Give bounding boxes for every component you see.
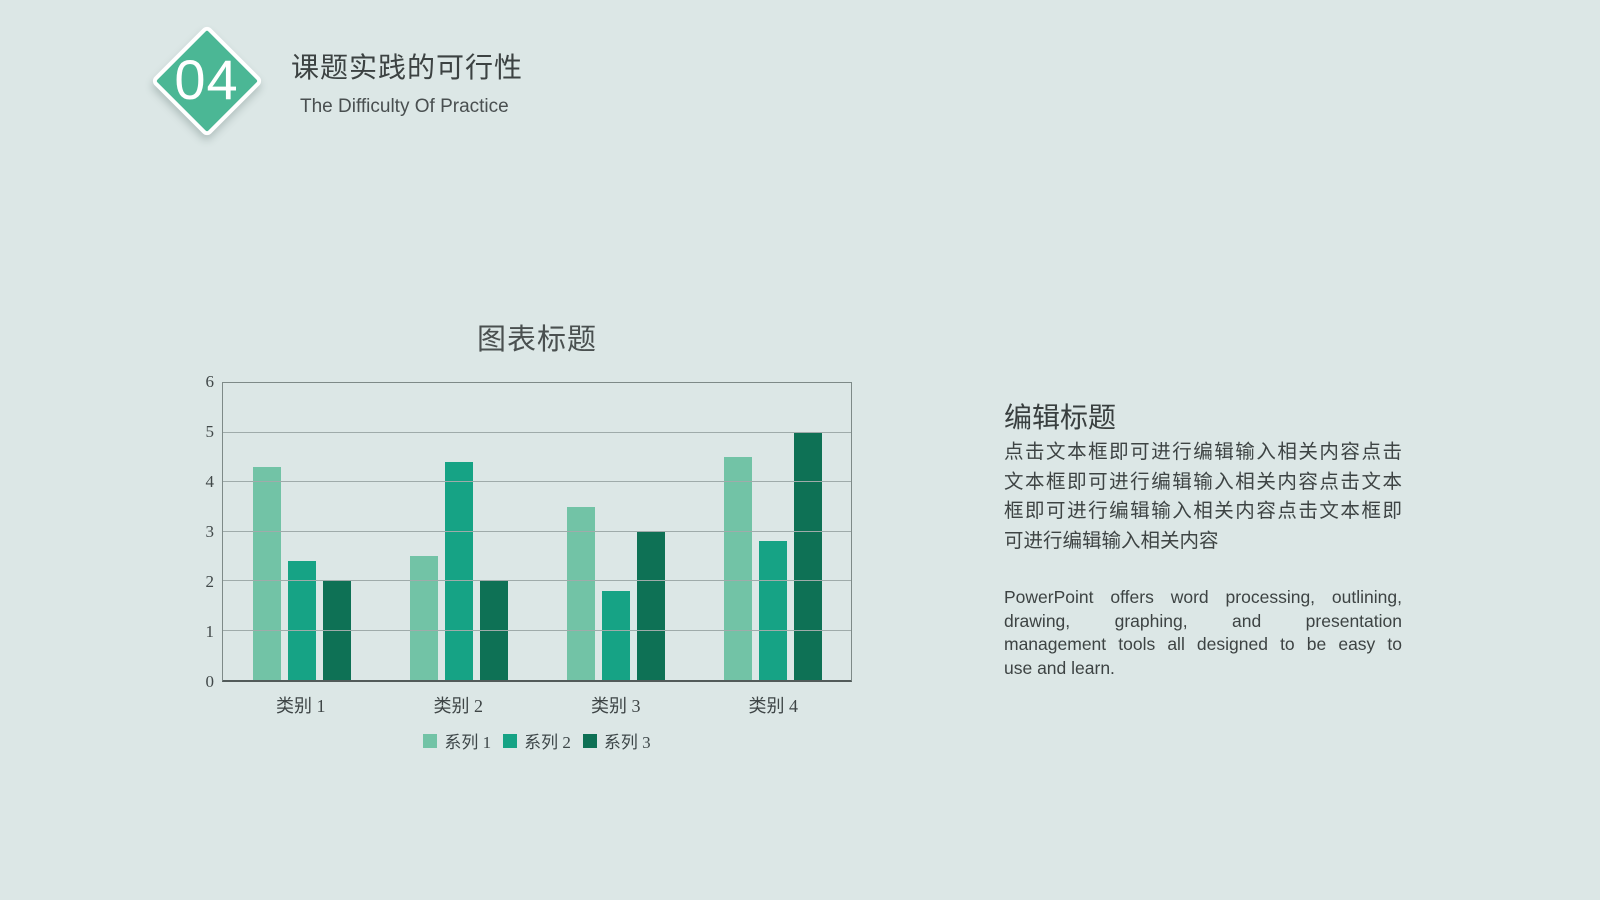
bar-series1-category4 — [723, 457, 752, 680]
text-line: drawing, graphing, and presentation — [1004, 610, 1402, 631]
y-tick-label: 4 — [205, 472, 215, 491]
section-number-diamond: 04 — [148, 22, 265, 139]
bar-group-4 — [694, 383, 851, 680]
bar-group-3 — [537, 383, 694, 680]
bar-series2-category2 — [444, 462, 473, 680]
bar-group-1 — [223, 383, 380, 680]
bar-series1-category3 — [566, 506, 595, 680]
bar-groups — [223, 383, 851, 680]
text-line: management tools all designed to be easy… — [1004, 634, 1402, 654]
plot-area — [222, 382, 852, 682]
gridline — [223, 530, 851, 532]
y-axis-labels: 6 5 4 3 2 1 0 — [168, 372, 215, 691]
legend-swatch-icon — [582, 733, 597, 748]
bar-series1-category2 — [409, 556, 438, 680]
bar-group-2 — [380, 383, 537, 680]
y-tick-label: 5 — [205, 422, 215, 441]
legend-swatch-icon — [423, 733, 438, 748]
chart-legend: 系列 1 系列 2 系列 3 — [222, 728, 852, 753]
bar-series3-category1 — [322, 581, 351, 680]
gridline — [223, 431, 851, 433]
legend-label: 系列 2 — [524, 733, 571, 752]
section-number: 04 — [174, 47, 239, 111]
slide-title: 课题实践的可行性 — [291, 52, 524, 83]
bar-series3-category3 — [636, 531, 665, 680]
gridline — [223, 580, 851, 581]
text-line: 点击文本框即可进行编辑输入相关内容点击 — [1004, 441, 1402, 463]
y-tick-label: 2 — [205, 572, 215, 591]
panel-heading: 编辑标题 — [1004, 402, 1117, 433]
x-axis-label: 类别 1 — [276, 696, 326, 716]
x-axis-label: 类别 3 — [591, 696, 641, 716]
bar-series1-category1 — [252, 467, 281, 680]
legend-item: 系列 2 — [503, 728, 571, 753]
panel-body-chinese: 点击文本框即可进行编辑输入相关内容点击 文本框即可进行编辑输入相关内容点击文本 框即… — [1004, 438, 1402, 556]
text-line: 文本框即可进行编辑输入相关内容点击文本 — [1004, 470, 1402, 493]
bar-series2-category3 — [601, 590, 630, 680]
y-tick-label: 3 — [205, 522, 215, 541]
bar-series2-category4 — [758, 541, 787, 680]
gridline — [223, 481, 851, 482]
legend-label: 系列 1 — [444, 733, 492, 752]
bar-series3-category4 — [793, 432, 822, 680]
header-text: 课题实践的可行性 The Difficulty Of Practice — [291, 46, 523, 118]
x-axis-labels: 类别 1 类别 2 类别 3 类别 4 — [222, 692, 852, 718]
text-line: 可进行编辑输入相关内容 — [1004, 529, 1219, 552]
text-line: 框即可进行编辑输入相关内容点击文本框即 — [1004, 500, 1402, 522]
chart-title: 图表标题 — [476, 324, 597, 356]
legend-item: 系列 3 — [582, 728, 651, 753]
bar-series3-category2 — [479, 581, 508, 680]
legend-swatch-icon — [503, 733, 518, 748]
x-axis-label: 类别 4 — [748, 696, 799, 716]
text-line: PowerPoint offers word processing, outli… — [1004, 587, 1402, 607]
y-tick-label: 6 — [205, 372, 215, 391]
slide-subtitle: The Difficulty Of Practice — [300, 96, 509, 117]
panel-body-english: PowerPoint offers word processing, outli… — [1004, 586, 1402, 680]
legend-item: 系列 1 — [423, 728, 491, 753]
y-tick-label: 0 — [205, 672, 215, 691]
y-tick-label: 1 — [205, 622, 215, 641]
legend-label: 系列 3 — [603, 733, 651, 752]
gridline — [223, 629, 851, 631]
text-line: use and learn. — [1004, 657, 1115, 678]
bar-series2-category1 — [287, 561, 316, 680]
x-axis-label: 类别 2 — [433, 696, 484, 716]
